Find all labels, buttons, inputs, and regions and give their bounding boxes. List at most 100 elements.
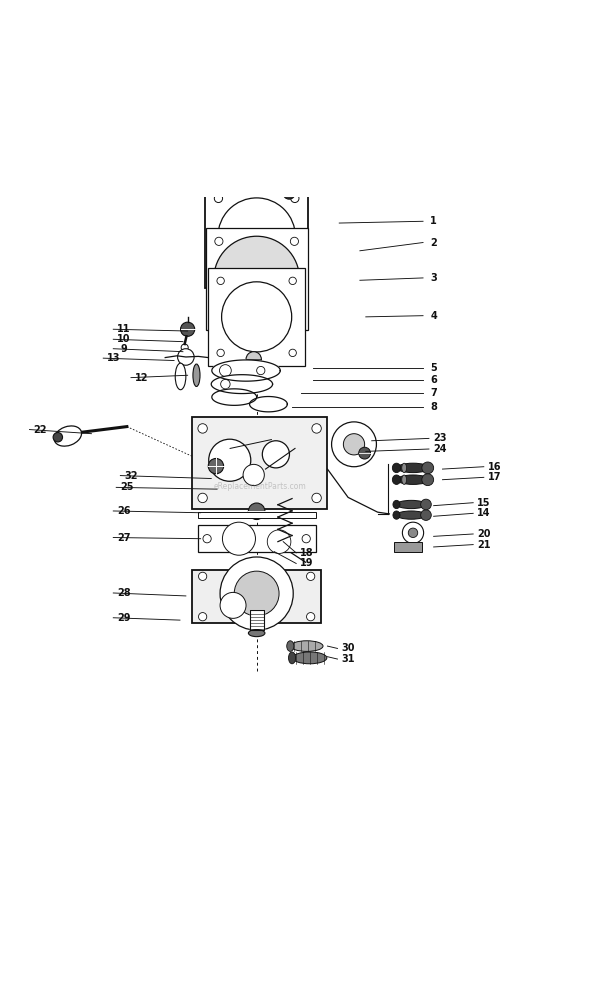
Circle shape xyxy=(222,522,255,555)
Circle shape xyxy=(307,612,315,621)
Bar xyxy=(192,570,321,623)
Circle shape xyxy=(267,530,291,553)
Bar xyxy=(192,418,327,509)
Circle shape xyxy=(234,571,279,616)
Polygon shape xyxy=(250,396,287,412)
Text: 9: 9 xyxy=(120,344,127,354)
Ellipse shape xyxy=(402,475,407,485)
Circle shape xyxy=(217,349,224,357)
Circle shape xyxy=(307,572,315,581)
Ellipse shape xyxy=(287,641,294,652)
Text: 12: 12 xyxy=(135,373,148,382)
Text: 10: 10 xyxy=(117,334,130,344)
Circle shape xyxy=(178,349,194,366)
Ellipse shape xyxy=(175,363,186,389)
Circle shape xyxy=(215,237,223,246)
Polygon shape xyxy=(250,609,264,630)
Circle shape xyxy=(198,612,206,621)
Circle shape xyxy=(214,195,222,202)
Text: 22: 22 xyxy=(34,425,47,434)
Text: 31: 31 xyxy=(342,654,355,665)
Ellipse shape xyxy=(393,511,400,519)
Circle shape xyxy=(421,510,431,520)
Text: 27: 27 xyxy=(117,533,130,543)
Ellipse shape xyxy=(392,463,401,473)
Text: 18: 18 xyxy=(300,548,314,558)
Text: 2: 2 xyxy=(430,238,437,248)
Text: 23: 23 xyxy=(433,434,446,443)
Ellipse shape xyxy=(222,282,291,352)
Circle shape xyxy=(221,379,230,389)
Ellipse shape xyxy=(248,629,265,637)
Circle shape xyxy=(208,458,224,474)
Ellipse shape xyxy=(396,475,430,485)
Circle shape xyxy=(219,365,231,376)
Text: 6: 6 xyxy=(430,375,437,385)
Text: 14: 14 xyxy=(477,508,490,518)
Circle shape xyxy=(422,474,434,486)
Circle shape xyxy=(220,593,246,618)
Ellipse shape xyxy=(402,463,407,473)
Ellipse shape xyxy=(290,641,323,652)
Ellipse shape xyxy=(396,511,426,519)
Text: 4: 4 xyxy=(430,311,437,320)
Text: 29: 29 xyxy=(117,612,130,623)
Circle shape xyxy=(289,277,296,284)
Ellipse shape xyxy=(193,364,200,386)
Circle shape xyxy=(217,277,224,284)
Circle shape xyxy=(263,440,290,468)
Text: 26: 26 xyxy=(117,506,130,516)
Circle shape xyxy=(181,322,195,336)
Text: 17: 17 xyxy=(488,473,501,483)
Ellipse shape xyxy=(289,652,296,664)
Bar xyxy=(198,512,316,518)
Circle shape xyxy=(215,313,223,320)
Circle shape xyxy=(198,424,207,434)
Circle shape xyxy=(302,535,310,543)
Circle shape xyxy=(248,503,265,520)
Circle shape xyxy=(214,236,300,322)
Ellipse shape xyxy=(392,475,401,485)
Bar xyxy=(206,228,308,330)
Circle shape xyxy=(408,528,418,538)
Circle shape xyxy=(291,270,299,279)
Circle shape xyxy=(198,493,207,502)
Ellipse shape xyxy=(396,463,430,473)
Circle shape xyxy=(312,424,322,434)
Text: 16: 16 xyxy=(488,462,501,472)
Ellipse shape xyxy=(396,500,426,508)
Ellipse shape xyxy=(293,652,327,664)
Circle shape xyxy=(422,462,434,474)
Circle shape xyxy=(343,434,365,455)
Text: 15: 15 xyxy=(477,497,490,507)
Circle shape xyxy=(198,572,206,581)
Text: 3: 3 xyxy=(430,273,437,283)
Text: 32: 32 xyxy=(124,471,137,481)
Bar xyxy=(198,526,316,552)
Polygon shape xyxy=(211,375,273,393)
Text: 28: 28 xyxy=(117,588,131,598)
Text: 21: 21 xyxy=(477,540,490,549)
Circle shape xyxy=(312,493,322,502)
Circle shape xyxy=(220,557,293,630)
Text: 11: 11 xyxy=(117,324,130,334)
Ellipse shape xyxy=(393,500,400,508)
Circle shape xyxy=(257,367,265,375)
Circle shape xyxy=(53,433,63,442)
Polygon shape xyxy=(212,360,280,381)
Text: eReplacementParts.com: eReplacementParts.com xyxy=(213,483,306,492)
Circle shape xyxy=(332,422,376,467)
Circle shape xyxy=(359,447,371,459)
Circle shape xyxy=(290,313,299,320)
Text: 5: 5 xyxy=(430,363,437,373)
Circle shape xyxy=(214,270,222,279)
Text: 20: 20 xyxy=(477,529,490,539)
Text: 8: 8 xyxy=(430,401,437,412)
Circle shape xyxy=(243,464,264,486)
Text: 19: 19 xyxy=(300,558,313,568)
Circle shape xyxy=(421,499,431,510)
Text: 25: 25 xyxy=(120,483,133,492)
Circle shape xyxy=(247,269,267,289)
Ellipse shape xyxy=(218,198,296,275)
Ellipse shape xyxy=(54,426,81,446)
